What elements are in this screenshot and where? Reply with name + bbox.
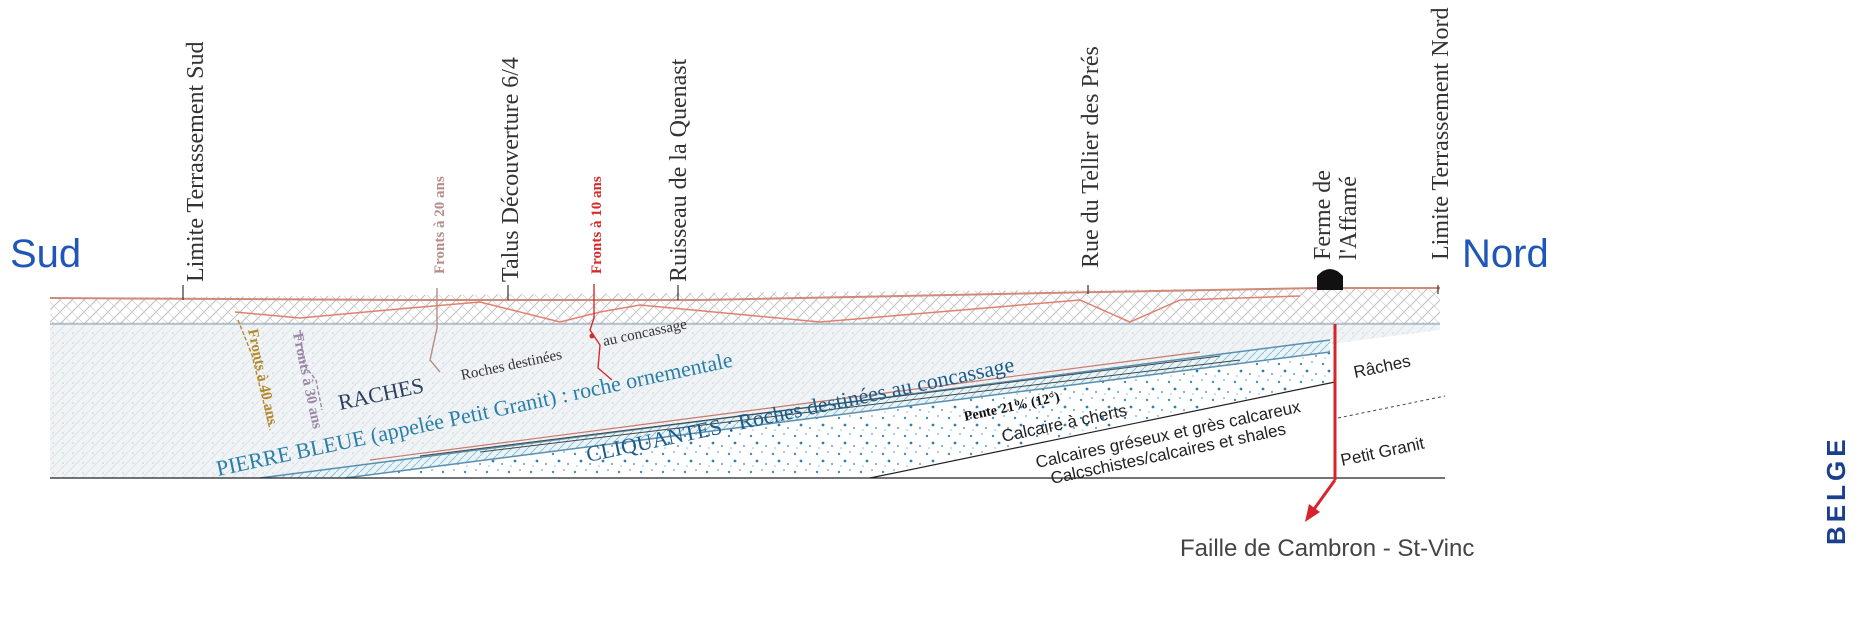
pierre-bleue-base-line [344, 351, 1331, 479]
front-10-line [589, 284, 613, 381]
quarry-excavation-line [234, 295, 1301, 323]
label-fronts-10: Fronts à 10 ans [589, 176, 605, 274]
label-faille: Faille de Cambron - St-Vinc [1180, 535, 1474, 562]
calcaire-cherts-line [869, 381, 1336, 479]
label-limite-terrassement-sud: Limite Terrassement Sud [183, 42, 209, 283]
raches-layer [50, 322, 1440, 478]
fault-arrow-head [1305, 504, 1320, 522]
label-talus-decouverture: Talus Découverture 6/4 [498, 57, 524, 282]
sub-layer-line-3 [479, 359, 1241, 453]
front-40-line [237, 319, 271, 431]
front-30-line [299, 329, 323, 411]
sub-layer-line-2 [419, 355, 1221, 457]
label-nord: Nord [1462, 232, 1549, 276]
front-20-line [429, 288, 441, 373]
sub-layer-line-1 [369, 351, 1201, 461]
label-rue-tellier: Rue du Tellier des Prés [1078, 46, 1104, 268]
edge-text-belge: BELGE [1821, 435, 1851, 545]
label-sud: Sud [10, 232, 81, 276]
label-petit-granit: Petit Granit [1339, 434, 1426, 470]
fault-arrow-line [1310, 479, 1337, 513]
front-10-marker [589, 333, 595, 339]
overburden-layer [50, 288, 1440, 324]
label-ferme-line1: Ferme de [1310, 170, 1336, 260]
label-ferme-line2: l'Affamé [1336, 176, 1362, 260]
raches-petit-granit-contact [1337, 395, 1446, 419]
label-fronts-20: Fronts à 20 ans [432, 176, 448, 274]
farm-building-icon [1317, 269, 1343, 290]
label-raches-right: Râches [1352, 351, 1412, 382]
label-limite-terrassement-nord: Limite Terrassement Nord [1428, 8, 1454, 260]
label-ruisseau-quenast: Ruisseau de la Quenast [666, 58, 692, 282]
